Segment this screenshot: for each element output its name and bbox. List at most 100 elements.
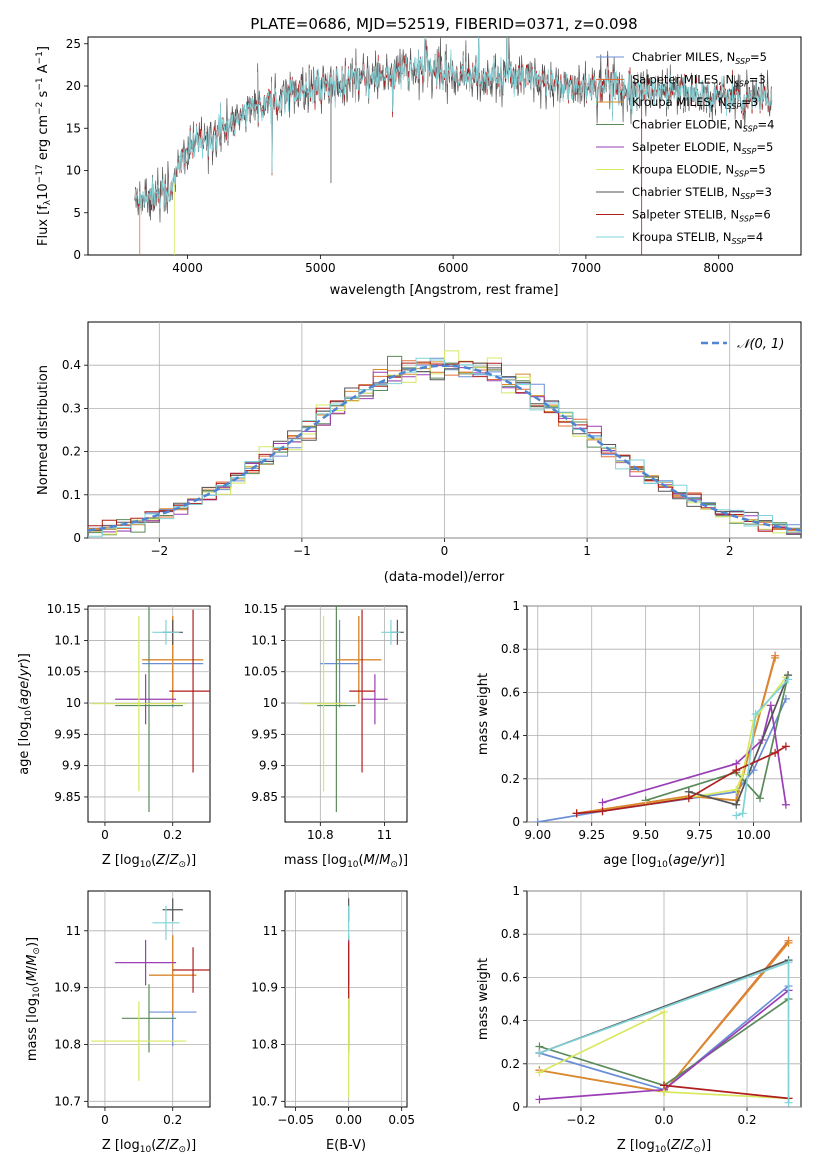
age_vs_mass-ytick-label: 10.05 [244,665,278,679]
weight_vs_age-marker [784,675,793,684]
mass_vs_Z-point-chabrier-elodie [121,984,177,1053]
spectrum-ytick-label: 15 [66,121,81,135]
weight_vs_age-line-kroupa-stelib [736,678,789,817]
legend-label: Chabrier STELIB, NSSP=3 [632,185,772,201]
mass_vs_Z-point-kroupa-miles [149,935,197,1015]
residuals-ticks: −2 −1 0 1 2 0 0.1 0.2 0.3 0.4 [62,322,801,558]
age_vs_mass-point-kroupa-miles [336,616,382,704]
weight_vs_Z-ytick-label: 0.4 [501,1014,520,1028]
spectrum-ytick-label: 0 [73,248,81,262]
spectrum-ytick-label: 20 [66,79,81,93]
age_vs_mass-point-kroupa-stelib [381,619,401,645]
mass_vs_Z-ytick-label: 10.9 [54,981,81,995]
weight_vs_age-line-salpeter-stelib [576,745,787,815]
age-vs-mass-panel: mass [log10(M/M⊙)] [284,605,408,870]
residuals-xtick-label: 0 [441,544,449,558]
weight_vs_age-marker [732,800,741,809]
weight_vs_age-marker [781,800,790,809]
mass_vs_Z-ticks: 0 0.2 10.7 10.8 10.9 11 [54,891,210,1127]
weight_vs_Z-marker [535,1049,544,1057]
age_vs_mass-ytick-label: 9.95 [251,727,278,741]
weight_vs_age-ytick-label: 0.6 [501,685,520,699]
spectrum-ytick-label: 25 [66,37,81,51]
mass_vs_Z-point-salpeter-stelib [172,947,210,993]
mass_vs_ebv-xtick-label: 0.00 [335,1113,362,1127]
spectrum-axes [87,36,802,256]
weight_vs_age-line-chabrier-elodie [645,674,789,802]
weight_vs_age-marker [749,716,758,725]
age_vs_mass-ytick-label: 10.15 [244,602,278,616]
age_vs_mass-ticks: 10.8 11 9.85 9.9 9.95 10 10.05 10.1 10.15 [244,602,407,842]
age_vs_mass-ytick-label: 9.85 [251,790,278,804]
spectrum-ytick-label: 10 [66,164,81,178]
legend-label: Salpeter STELIB, NSSP=6 [632,208,771,224]
weight_vs_Z-xtick-label: −0.2 [566,1113,595,1127]
age_vs_Z-ytick-label: 10.05 [47,665,81,679]
weight_vs_Z-line-salpeter-stelib [663,1084,789,1100]
mass_vs_Z-point-kroupa-stelib [152,905,180,940]
residuals-xtick-label: 2 [726,544,734,558]
weight_vs_age-line-chabrier-miles [537,698,787,822]
weight_vs_age-xtick-label: 9.75 [686,828,713,842]
age_vs_Z-xtick-label: 0 [101,828,109,842]
age_vs_Z-point-chabrier-elodie [115,606,183,812]
residuals-xtick-label: 1 [583,544,591,558]
weight-vs-age-ylabel: mass weight [476,673,491,755]
spectrum-xtick-label: 8000 [703,261,734,275]
age_vs_Z-ticks: 0 0.2 9.85 9.9 9.95 10 10.05 10.1 10.15 [47,602,210,842]
mass_vs_Z-point-salpeter-elodie [115,939,177,986]
weight_vs_age-xtick-label: 9.00 [524,828,551,842]
weight_vs_age-marker [598,798,607,807]
weight_vs_Z-xtick-label: 0.0 [654,1113,673,1127]
weight_vs_Z-marker [784,958,793,967]
residuals-ytick-label: 0.1 [62,488,81,502]
weight_vs_age-ytick-label: 0.4 [501,729,520,743]
weight_vs_Z-marker [535,1068,544,1077]
mass_vs_Z-xtick-label: 0.2 [163,1113,182,1127]
weight_vs_age-marker [771,748,780,757]
weight_vs_Z-marker [784,938,793,947]
mass-vs-z-ylabel: mass [log10(M/M⊙)] [25,937,42,1061]
weight_vs_age-marker [732,811,741,820]
residuals-xlabel: (data-model)/error [384,570,505,585]
spectrum-xtick-label: 5000 [305,261,336,275]
mass-vs-z-axes [87,890,211,1108]
legend-label: Chabrier MILES, NSSP=5 [632,50,767,66]
mass_vs_Z-ytick-label: 10.7 [54,1094,81,1108]
age_vs_Z-point-kroupa-stelib [152,619,180,645]
weight_vs_Z-ytick-label: 0.6 [501,970,520,984]
age-vs-mass-xlabel: mass [log10(M/M⊙)] [284,853,408,870]
legend-label: Kroupa ELODIE, NSSP=5 [632,163,766,179]
residuals-xtick-label: −1 [293,544,311,558]
weight_vs_Z-marker [660,1081,668,1090]
mass_vs_Z-ytick-label: 11 [66,924,81,938]
weight_vs_age-marker [533,818,542,822]
age_vs_Z-point-kroupa-elodie [91,616,187,792]
age_vs_Z-point-salpeter-stelib [169,609,210,773]
legend-label: Salpeter MILES, NSSP=3 [632,73,766,89]
spectrum-xtick-label: 7000 [571,261,602,275]
weight_vs_Z-marker [535,1095,544,1104]
residual-hist-kroupa-stelib [88,357,801,537]
residuals-xtick-label: −2 [150,544,168,558]
weight_vs_age-ticks: 9.00 9.25 9.50 9.75 10.00 0 0.2 0.4 0.6 0.8 1 [501,599,801,842]
weight_vs_Z-line-kroupa-elodie [539,1010,789,1100]
mass-vs-z-panel: Z [log10(Z/Z⊙)] mass [log10(M/M⊙)] [25,890,211,1155]
age-vs-z-ylabel: age [log10(age/yr)] [17,653,34,775]
weight_vs_age-marker [738,809,747,818]
residuals-ytick-label: 0 [73,531,81,545]
weight_vs_age-marker [756,794,765,803]
mass_vs_ebv-xtick-label: 0.05 [388,1113,415,1127]
weight_vs_age-marker [572,809,581,818]
age_vs_mass-point-salpeter-stelib [349,609,375,773]
age_vs_Z-ytick-label: 9.95 [54,727,81,741]
mass_vs_ebv-ytick-label: 10.7 [251,1094,278,1108]
spectrum-ytick-label: 5 [73,206,81,220]
age_vs_Z-ytick-label: 10.1 [54,633,81,647]
weight_vs_age-marker [732,766,741,775]
age_vs_Z-point-salpeter-elodie [115,674,177,725]
weight_vs_age-marker [732,785,741,794]
spectrum-xtick-label: 4000 [172,261,203,275]
weight_vs_age-marker [738,770,747,779]
